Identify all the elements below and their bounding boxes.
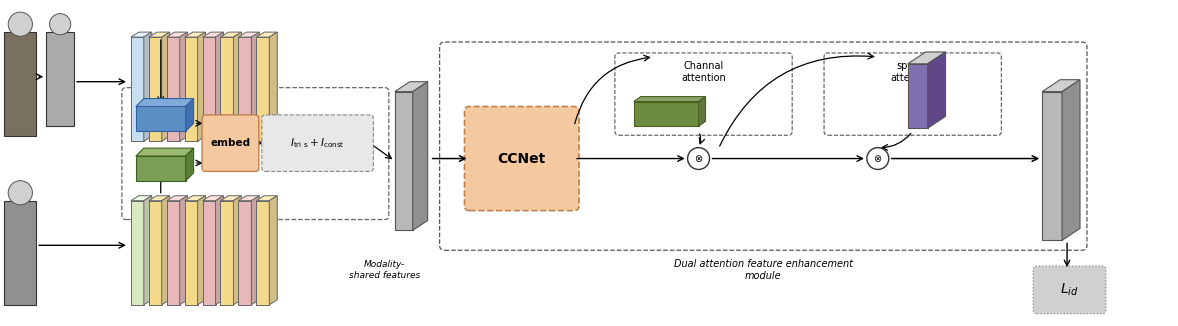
Polygon shape: [1063, 80, 1080, 240]
Circle shape: [867, 148, 888, 170]
Polygon shape: [634, 96, 706, 101]
Text: CCNet: CCNet: [497, 152, 545, 166]
Text: $L_{id}$: $L_{id}$: [1060, 282, 1079, 298]
Polygon shape: [185, 32, 205, 37]
Text: Modality-
shared features: Modality- shared features: [349, 260, 421, 280]
Polygon shape: [185, 196, 205, 201]
Circle shape: [8, 12, 33, 36]
Polygon shape: [238, 37, 251, 141]
Polygon shape: [699, 96, 706, 126]
Polygon shape: [131, 32, 152, 37]
Polygon shape: [131, 37, 144, 141]
FancyBboxPatch shape: [464, 107, 580, 211]
Polygon shape: [148, 201, 161, 305]
Polygon shape: [1043, 92, 1063, 240]
Polygon shape: [634, 101, 699, 126]
FancyBboxPatch shape: [262, 115, 373, 171]
Polygon shape: [135, 156, 186, 181]
Polygon shape: [186, 148, 193, 181]
Text: Dual attention feature enhancement
module: Dual attention feature enhancement modul…: [674, 259, 853, 281]
Polygon shape: [167, 201, 180, 305]
Polygon shape: [220, 201, 233, 305]
Polygon shape: [238, 196, 259, 201]
Polygon shape: [257, 201, 270, 305]
Polygon shape: [185, 37, 198, 141]
Polygon shape: [144, 32, 152, 141]
Polygon shape: [257, 196, 277, 201]
Polygon shape: [161, 32, 170, 141]
Polygon shape: [220, 32, 241, 37]
Polygon shape: [1043, 80, 1080, 92]
Polygon shape: [135, 107, 186, 131]
Text: Channal
attention: Channal attention: [681, 61, 726, 82]
Text: spatial
attention: spatial attention: [891, 61, 935, 82]
Polygon shape: [198, 32, 205, 141]
Circle shape: [49, 14, 71, 35]
Polygon shape: [198, 196, 205, 305]
Text: $\otimes$: $\otimes$: [873, 153, 882, 164]
Polygon shape: [148, 32, 170, 37]
Polygon shape: [167, 32, 187, 37]
Polygon shape: [238, 201, 251, 305]
Polygon shape: [167, 37, 180, 141]
Polygon shape: [185, 201, 198, 305]
Polygon shape: [270, 32, 277, 141]
Polygon shape: [412, 82, 428, 230]
Polygon shape: [216, 196, 224, 305]
Text: $I_{\mathrm{tri\ s}}+I_{\mathrm{const}}$: $I_{\mathrm{tri\ s}}+I_{\mathrm{const}}$: [290, 136, 345, 150]
Polygon shape: [148, 37, 161, 141]
Polygon shape: [238, 32, 259, 37]
Polygon shape: [203, 37, 216, 141]
Polygon shape: [186, 98, 193, 131]
Polygon shape: [908, 64, 927, 128]
FancyBboxPatch shape: [203, 115, 259, 171]
Polygon shape: [144, 196, 152, 305]
Polygon shape: [233, 196, 241, 305]
Polygon shape: [927, 52, 946, 128]
Polygon shape: [220, 196, 241, 201]
Polygon shape: [131, 196, 152, 201]
Polygon shape: [203, 32, 224, 37]
Polygon shape: [395, 92, 412, 230]
Polygon shape: [251, 32, 259, 141]
Polygon shape: [216, 32, 224, 141]
Polygon shape: [395, 82, 428, 92]
Circle shape: [8, 181, 33, 205]
Polygon shape: [270, 196, 277, 305]
Polygon shape: [161, 196, 170, 305]
Circle shape: [688, 148, 709, 170]
Polygon shape: [135, 148, 193, 156]
Text: $\otimes$: $\otimes$: [694, 153, 703, 164]
FancyBboxPatch shape: [46, 32, 74, 126]
Polygon shape: [257, 32, 277, 37]
Polygon shape: [167, 196, 187, 201]
Polygon shape: [180, 196, 187, 305]
Polygon shape: [203, 196, 224, 201]
Polygon shape: [251, 196, 259, 305]
Polygon shape: [257, 37, 270, 141]
Polygon shape: [220, 37, 233, 141]
Polygon shape: [203, 201, 216, 305]
Text: embed: embed: [211, 138, 251, 148]
Polygon shape: [148, 196, 170, 201]
Polygon shape: [135, 98, 193, 107]
FancyBboxPatch shape: [5, 201, 37, 305]
Polygon shape: [233, 32, 241, 141]
FancyBboxPatch shape: [1033, 266, 1106, 314]
FancyBboxPatch shape: [5, 32, 37, 136]
Polygon shape: [180, 32, 187, 141]
Polygon shape: [908, 52, 946, 64]
Polygon shape: [131, 201, 144, 305]
